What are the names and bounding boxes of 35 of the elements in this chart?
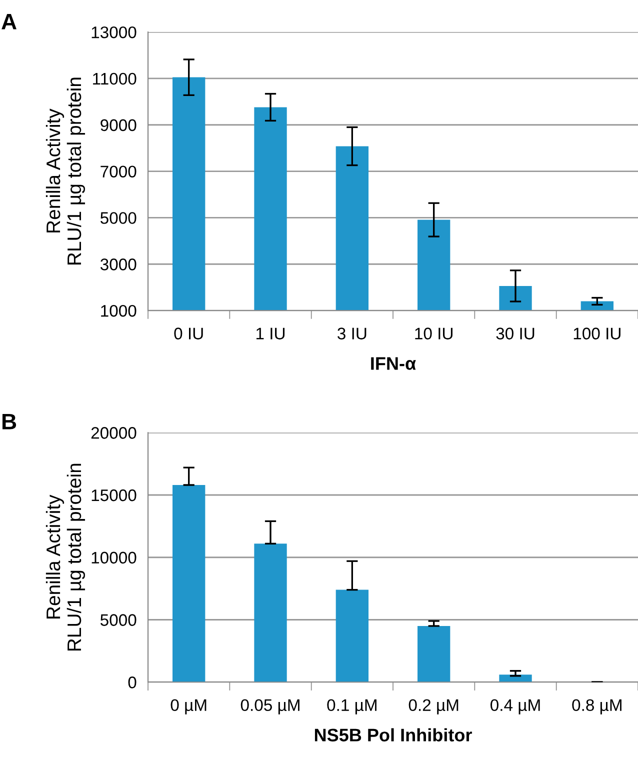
x-tick-label: 0.2 µM (408, 699, 458, 714)
chart-title: A (2, 14, 16, 30)
bar (336, 590, 369, 682)
x-axis-title: IFN-α (371, 357, 416, 370)
y-tick-label: 7000 (100, 166, 136, 178)
x-tick-label: 10 IU (415, 328, 452, 340)
x-tick-label: 0 µM (170, 699, 206, 714)
y-tick-label: 3000 (100, 258, 136, 270)
x-tick-label: 30 IU (496, 328, 534, 340)
x-tick-label: 100 IU (574, 328, 620, 340)
x-tick-label: 3 IU (338, 328, 366, 340)
x-axis-title: NS5B Pol Inhibitor (314, 728, 472, 742)
y-tick-label: 9000 (100, 119, 136, 132)
y-tick-label: 5000 (100, 614, 136, 626)
bar (499, 674, 532, 682)
y-tick-label: 20000 (91, 427, 136, 439)
y-tick-label: 10000 (92, 552, 136, 564)
x-tick-label: 1 IU (256, 328, 285, 340)
y-tick-label: 5000 (100, 212, 136, 224)
bar (254, 544, 287, 682)
x-tick-label: 0.4 µM (490, 699, 540, 714)
bar (418, 626, 450, 682)
y-tick-label: 1000 (101, 304, 136, 317)
chart-title: B (2, 414, 16, 430)
y-axis-title: Renilla Activity RLU/1 µg total protein (46, 464, 86, 651)
y-tick-label: 0 (128, 676, 136, 688)
y-tick-label: 11000 (93, 72, 136, 85)
x-tick-label: 0.05 µM (240, 699, 300, 714)
bar (172, 485, 206, 682)
x-tick-label: 0 IU (174, 328, 203, 340)
y-axis-title: Renilla Activity RLU/1 µg total protein (46, 78, 86, 264)
x-tick-label: 0.8 µM (572, 699, 622, 714)
y-tick-label: 13000 (92, 26, 136, 38)
x-tick-label: 0.1 µM (327, 699, 376, 714)
y-tick-label: 15000 (92, 489, 136, 502)
